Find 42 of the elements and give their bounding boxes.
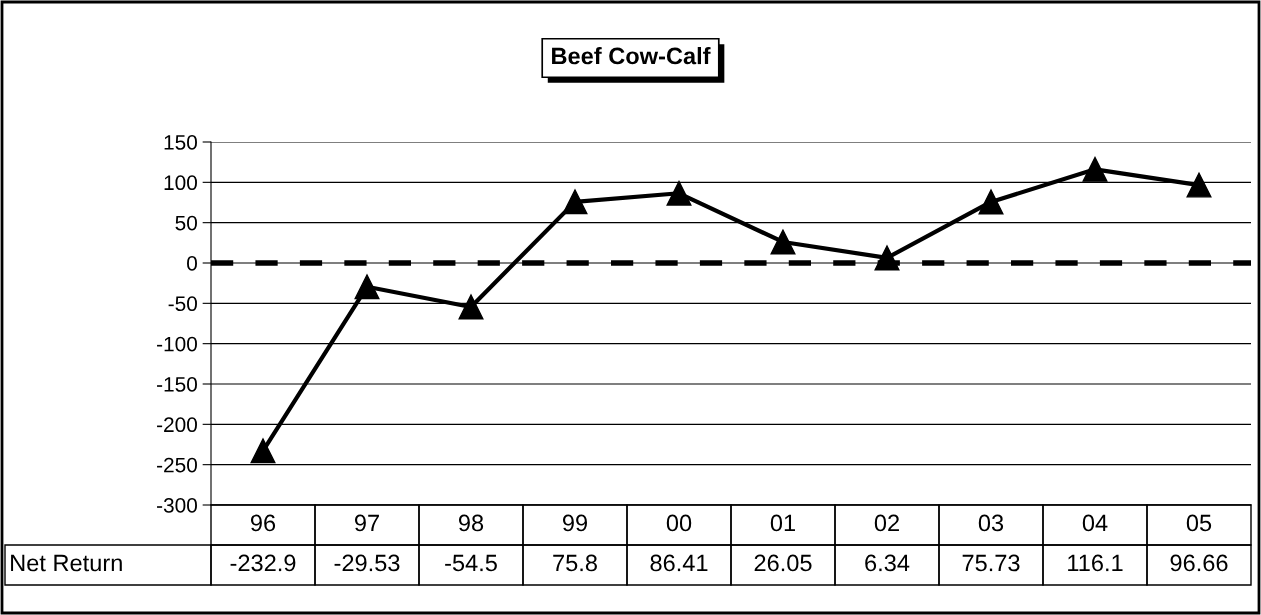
point <box>458 294 484 320</box>
y-tick-label: 0 <box>187 256 197 271</box>
y-tick-label: -150 <box>157 377 197 392</box>
point <box>1082 156 1108 182</box>
data-label: 86.41 <box>650 554 708 572</box>
text: Net Return <box>11 554 122 572</box>
y-tick-label: -50 <box>168 296 197 312</box>
point <box>666 180 692 206</box>
y-tick-label: 100 <box>164 175 197 191</box>
x-tick-label: 96 <box>250 514 276 532</box>
x-tick-label: 04 <box>1082 514 1108 532</box>
y-tick-label: -100 <box>157 336 197 352</box>
x-tick-label: 05 <box>1186 514 1212 532</box>
x-tick-label: 98 <box>458 514 484 532</box>
data-label: -232.9 <box>230 554 296 572</box>
data-label: 26.05 <box>754 554 812 572</box>
data-label: 75.73 <box>962 554 1020 572</box>
point <box>978 189 1004 215</box>
y-tick-label: -300 <box>157 498 197 513</box>
data-label: 75.8 <box>553 554 597 572</box>
point <box>562 189 588 215</box>
y-tick-label: 50 <box>175 215 197 231</box>
data-label: 116.1 <box>1068 554 1123 572</box>
x-tick-label: 99 <box>562 514 588 532</box>
y-tick-label: -250 <box>157 457 197 473</box>
point <box>874 245 900 271</box>
x-tick-label: 02 <box>874 514 899 532</box>
point <box>1186 172 1212 198</box>
chart-title: Beef Cow-Calf <box>552 47 711 65</box>
x-tick-label: 97 <box>354 514 379 532</box>
point <box>770 229 796 255</box>
point <box>354 274 380 300</box>
point <box>250 438 276 464</box>
y-tick-label: 150 <box>164 135 197 150</box>
data-label: -29.53 <box>334 554 400 572</box>
x-tick-label: 00 <box>666 514 692 532</box>
x-tick-label: 03 <box>978 514 1004 532</box>
data-label: 96.66 <box>1170 554 1228 572</box>
y-tick-label: -200 <box>157 417 197 433</box>
data-label: 6.34 <box>865 554 910 572</box>
data-label: -54.5 <box>445 554 497 572</box>
x-tick-label: 01 <box>770 514 795 532</box>
